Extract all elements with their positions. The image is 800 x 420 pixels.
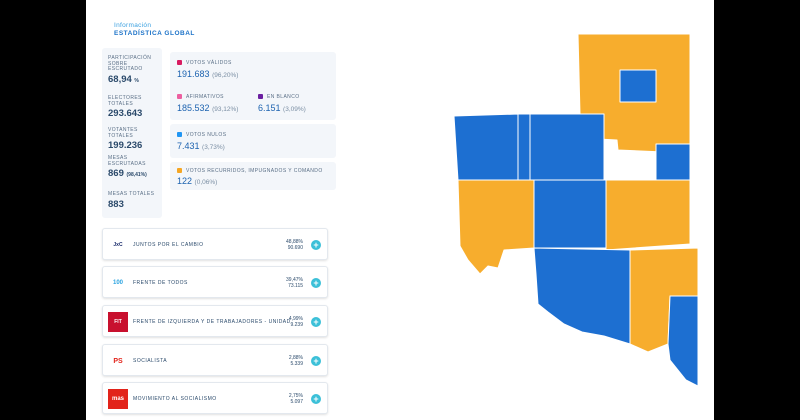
expand-plus-icon[interactable]: + (311, 394, 321, 404)
department-region[interactable] (619, 69, 657, 103)
party-row-fdt[interactable]: 100 FRENTE DE TODOS 39,47% 73.115 + (102, 266, 328, 298)
department-region[interactable] (529, 113, 605, 185)
stat-value: 883 (108, 198, 124, 210)
stat-label: VOTANTES TOTALES (108, 127, 138, 139)
blank-label: EN BLANCO (267, 94, 300, 100)
party-row-fit[interactable]: FIT FRENTE DE IZQUIERDA Y DE TRABAJADORE… (102, 305, 328, 337)
contested-votes-dot (177, 168, 182, 173)
stat-value: 199.236 (108, 140, 143, 152)
valid-votes-card: VOTOS VÁLIDOS 191.683 (96,20%) AFIRMATIV… (170, 52, 336, 120)
party-votes: 90.690 (287, 245, 303, 251)
header-subtitle: Información (114, 22, 152, 29)
fdt-logo: 100 (112, 280, 123, 286)
stat-value: 68,94 % (108, 73, 139, 85)
stat-label: MESAS TOTALES (108, 191, 155, 197)
stat-value: 869 (98,41%) (108, 168, 147, 180)
ps-logo: PS (113, 357, 123, 365)
null-votes-label: VOTOS NULOS (186, 132, 227, 138)
department-region[interactable] (605, 179, 691, 251)
null-votes-card: VOTOS NULOS 7.431 (3,73%) (170, 124, 336, 158)
page-title: ESTADÍSTICA GLOBAL (114, 30, 195, 37)
expand-plus-icon[interactable]: + (311, 356, 321, 366)
affirmative-dot (177, 94, 182, 99)
party-name: FRENTE DE TODOS (133, 280, 188, 286)
valid-votes-label: VOTOS VÁLIDOS (186, 60, 232, 66)
valid-votes-dot (177, 60, 182, 65)
blank-value: 6.151 (3,09%) (258, 103, 306, 113)
stat-tables-counted: MESAS ESCRUTADAS 869 (98,41%) (108, 155, 158, 180)
results-page: Información ESTADÍSTICA GLOBAL PARTICIPA… (86, 0, 714, 420)
department-region[interactable] (533, 179, 607, 249)
contested-votes-card: VOTOS RECURRIDOS, IMPUGNADOS Y COMANDO 1… (170, 162, 336, 190)
null-votes-value: 7.431 (3,73%) (177, 141, 225, 151)
mas-logo: mas (108, 389, 128, 409)
jxc-logo: JxC (113, 242, 123, 248)
affirmative-label: AFIRMATIVOS (186, 94, 224, 100)
expand-plus-icon[interactable]: + (311, 240, 321, 250)
party-row-jxc[interactable]: JxC JUNTOS POR EL CAMBIO 48,88% 90.690 + (102, 228, 328, 260)
party-votes: 73.115 (288, 283, 303, 289)
stat-label: MESAS ESCRUTADAS (108, 155, 146, 167)
party-row-mas[interactable]: mas MOVIMIENTO AL SOCIALISMO 2,75% 5.097… (102, 382, 328, 414)
party-pct: 48,88% (286, 239, 303, 245)
party-votes: 9.239 (290, 322, 303, 328)
party-name: JUNTOS POR EL CAMBIO (133, 242, 204, 248)
contested-votes-value: 122 (0,06%) (177, 176, 218, 186)
department-region[interactable] (655, 143, 691, 181)
department-region[interactable] (667, 295, 698, 387)
party-row-socialista[interactable]: PS SOCIALISTA 2,88% 5.339 + (102, 344, 328, 376)
contested-votes-label: VOTOS RECURRIDOS, IMPUGNADOS Y COMANDO (186, 168, 323, 174)
affirmative-value: 185.532 (93,12%) (177, 103, 239, 113)
department-region[interactable] (453, 113, 519, 181)
stat-participation: PARTICIPACIÓN SOBRE ESCRUTADO 68,94 % (108, 55, 158, 85)
stat-value: 293.643 (108, 108, 143, 120)
department-region[interactable] (533, 247, 631, 345)
stats-panel: PARTICIPACIÓN SOBRE ESCRUTADO 68,94 % EL… (102, 48, 162, 218)
party-pct: 2,75% (288, 393, 303, 399)
department-region[interactable] (457, 179, 535, 275)
valid-votes-value: 191.683 (96,20%) (177, 69, 239, 79)
blank-dot (258, 94, 263, 99)
expand-plus-icon[interactable]: + (311, 278, 321, 288)
party-name: SOCIALISTA (133, 358, 168, 364)
stat-label: ELECTORES TOTALES (108, 95, 142, 107)
stat-electors: ELECTORES TOTALES 293.643 (108, 95, 158, 120)
party-name: FRENTE DE IZQUIERDA Y DE TRABAJADORES - … (133, 319, 291, 325)
stat-tables-total: MESAS TOTALES 883 (108, 191, 158, 210)
stat-voters: VOTANTES TOTALES 199.236 (108, 127, 158, 152)
stat-label: PARTICIPACIÓN SOBRE ESCRUTADO (108, 55, 152, 73)
party-pct: 39,47% (286, 277, 303, 283)
expand-plus-icon[interactable]: + (311, 317, 321, 327)
province-map (453, 34, 698, 387)
department-region[interactable] (517, 113, 531, 185)
party-pct: 2,88% (288, 355, 303, 361)
party-pct: 4,99% (288, 316, 303, 322)
party-name: MOVIMIENTO AL SOCIALISMO (133, 396, 217, 402)
party-votes: 5.097 (290, 399, 303, 405)
party-votes: 5.339 (290, 361, 303, 367)
fit-logo: FIT (108, 312, 128, 332)
null-votes-dot (177, 132, 182, 137)
